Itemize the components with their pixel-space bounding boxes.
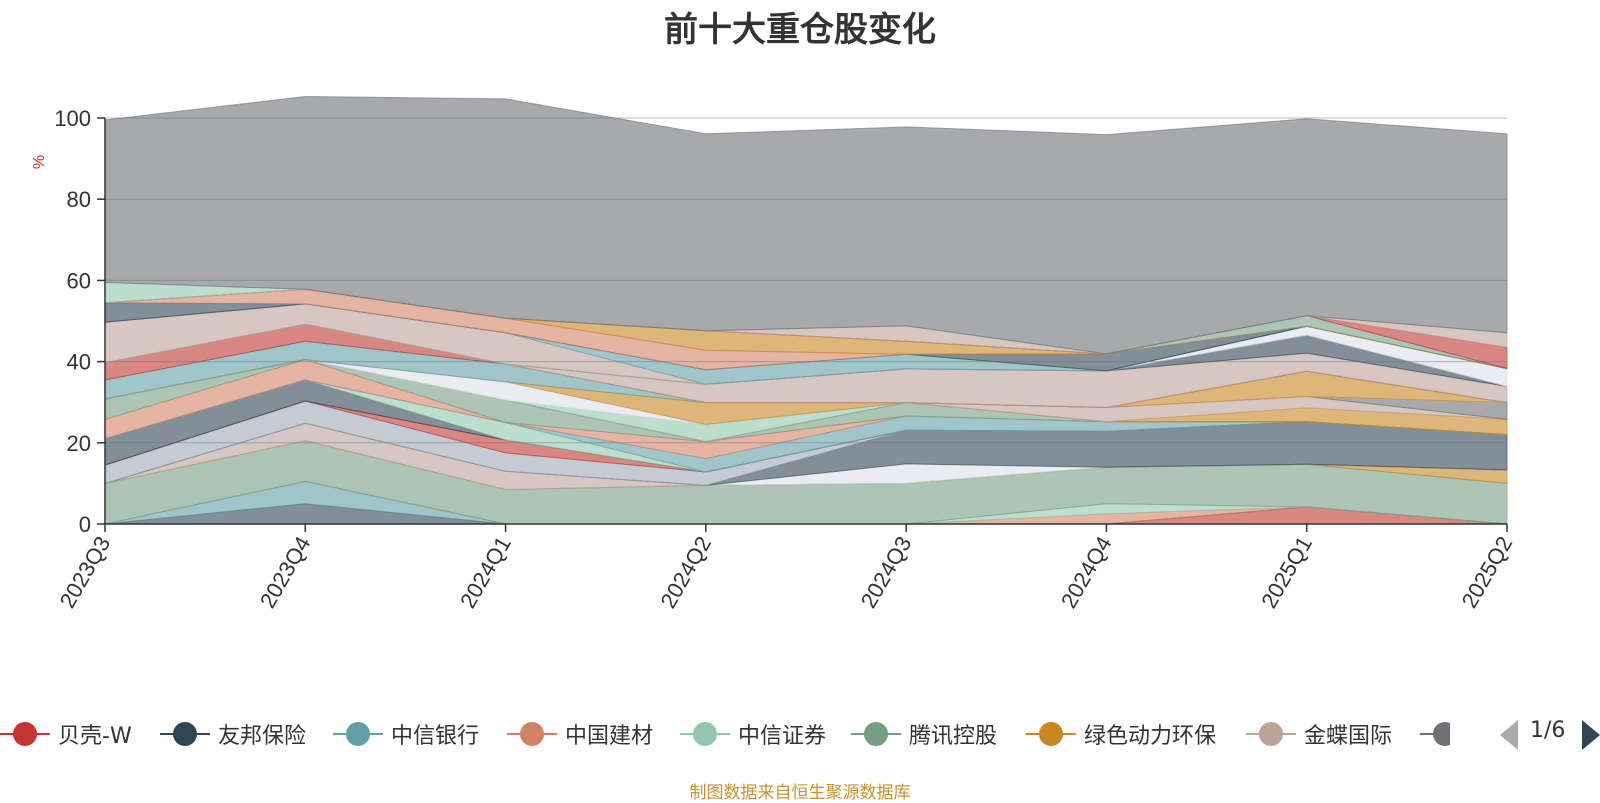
legend-marker-icon [851,720,901,748]
legend-label: 友邦保险 [218,724,307,749]
legend-label: 中国建材 [565,724,654,749]
legend-item[interactable]: 中信证券 [680,712,826,756]
legend-item[interactable]: 中信银行 [333,712,479,756]
legend-item[interactable]: 绿色动力环保 [1026,712,1216,756]
y-tick-label: 40 [67,350,91,375]
legend-prev-page-icon[interactable] [1500,720,1518,750]
y-axis-unit-label: % [31,155,48,169]
legend-item[interactable]: 贝壳-W [0,712,132,756]
x-tick-label: 2024Q1 [455,532,516,612]
area-series-39[interactable] [104,95,1508,355]
y-tick-label: 20 [67,431,91,456]
legend-marker-icon [1246,720,1296,748]
legend-item[interactable]: 金蝶国际 [1246,712,1392,756]
y-tick-label: 80 [67,187,91,212]
legend-marker-icon [1420,720,1450,748]
legend-label: 腾讯控股 [909,724,998,749]
legend: 贝壳-W 友邦保险 中信银行 中国建材 中信证券 腾讯控股 绿色动力环保 金蝶国际 [0,712,1600,756]
legend-label: 中信证券 [738,724,827,749]
x-tick-label: 2025Q1 [1256,532,1317,612]
legend-marker-icon [333,720,383,748]
x-tick-label: 2023Q4 [255,532,316,612]
legend-marker-icon [1026,720,1076,748]
chart-title: 前十大重仓股变化 [664,10,936,50]
legend-next-page-icon[interactable] [1582,720,1600,750]
legend-label: 绿色动力环保 [1084,724,1217,749]
legend-item[interactable]: 腾讯控股 [851,712,997,756]
legend-marker-icon [0,720,50,748]
legend-marker-icon [680,720,730,748]
source-note: 制图数据来自恒生聚源数据库 [689,783,911,803]
legend-marker-icon [160,720,210,748]
legend-label: 贝壳-W [58,724,132,749]
x-tick-label: 2024Q3 [856,532,917,612]
stacked-area-chart: 0 20 40 60 80 100 2023Q3 2023Q4 2024Q1 2024Q2 2024… [31,95,1518,612]
y-tick-label: 0 [79,512,91,537]
legend-label: 中信银行 [391,724,480,749]
x-tick-label: 2025Q2 [1457,532,1518,612]
legend-marker-icon [507,720,557,748]
x-tick-label: 2024Q2 [655,532,716,612]
legend-item[interactable]: 中国建材 [507,712,653,756]
y-tick-label: 100 [54,106,91,131]
x-tick-label: 2024Q4 [1056,532,1117,612]
legend-page-indicator: 1/6 [1530,718,1566,743]
legend-pager: 1/6 [1500,716,1600,752]
legend-label: 金蝶国际 [1304,724,1393,749]
y-tick-label: 60 [67,268,91,293]
legend-item-partial[interactable] [1420,712,1450,756]
x-tick-label: 2023Q3 [55,532,116,612]
legend-item[interactable]: 友邦保险 [160,712,306,756]
